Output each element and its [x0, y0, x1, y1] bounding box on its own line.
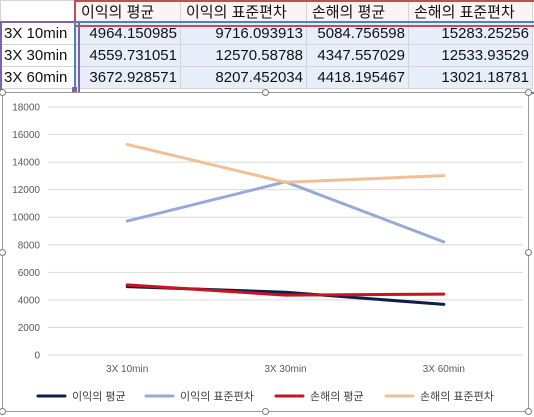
legend[interactable]: 이익의 평균 이익의 표준편차 손해의 평균 손해의 표준편차	[36, 389, 494, 403]
legend-label: 이익의 평균	[72, 390, 126, 403]
value-cell[interactable]: 8207.452034	[180, 66, 307, 89]
y-axis-ticks: 0 2000 4000 6000 8000 10000 12000 14000 16000 180…	[12, 103, 40, 362]
series-line-4[interactable]	[125, 142, 446, 184]
value-cell[interactable]: 4964.150985	[75, 22, 181, 45]
worksheet-range: 이익의 평균 이익의 표준편차 손해의 평균 손해의 표준편차 3X 10min 4964…	[0, 0, 534, 94]
table-row: 3X 10min 4964.150985 9716.093913 5084.75659…	[0, 22, 533, 45]
value-cell[interactable]: 4347.557029	[306, 44, 409, 67]
y-tick-label: 10000	[12, 213, 40, 224]
x-tick-label: 3X 60min	[423, 364, 465, 375]
column-header-cell[interactable]: 이익의 평균	[75, 0, 181, 23]
line-chart: 0 2000 4000 6000 8000 10000 12000 14000 16000 180…	[12, 103, 523, 403]
series-lines	[125, 142, 446, 306]
row-label-cell[interactable]: 3X 10min	[0, 22, 76, 45]
x-tick-label: 3X 30min	[264, 364, 306, 375]
gridlines	[48, 106, 523, 356]
column-header-cell[interactable]: 손해의 표준편차	[408, 0, 533, 23]
value-cell[interactable]: 15283.25256	[408, 22, 533, 45]
column-header-cell[interactable]: 이익의 표준편차	[180, 0, 307, 23]
legend-label: 손해의 표준편차	[420, 389, 494, 403]
fill-handle[interactable]	[72, 87, 77, 92]
series-line-2[interactable]	[125, 180, 446, 244]
header-row: 이익의 평균 이익의 표준편차 손해의 평균 손해의 표준편차	[0, 0, 533, 23]
resize-handle-middle-right[interactable]	[525, 249, 532, 256]
value-cell[interactable]: 9716.093913	[180, 22, 307, 45]
data-table: 이익의 평균 이익의 표준편차 손해의 평균 손해의 표준편차 3X 10min 4964…	[0, 0, 533, 89]
y-tick-label: 12000	[12, 185, 40, 196]
value-cell[interactable]: 12533.93529	[408, 44, 533, 67]
legend-label: 손해의 평균	[310, 389, 364, 403]
y-tick-label: 0	[34, 351, 40, 362]
y-tick-label: 16000	[12, 130, 40, 141]
column-header-cell[interactable]: 손해의 평균	[306, 0, 409, 23]
table-row: 3X 60min 3672.928571 8207.452034 4418.19546…	[0, 66, 533, 89]
y-tick-label: 2000	[18, 323, 41, 334]
table-row: 3X 30min 4559.731051 12570.58788 4347.55702…	[0, 44, 533, 67]
y-tick-label: 8000	[18, 240, 41, 251]
corner-cell[interactable]	[0, 0, 76, 23]
resize-handle-bottom-left[interactable]	[0, 408, 6, 415]
resize-handle-top-center[interactable]	[262, 89, 269, 96]
row-label-cell[interactable]: 3X 30min	[0, 44, 76, 67]
value-cell[interactable]: 12570.58788	[180, 44, 307, 67]
y-tick-label: 14000	[12, 158, 40, 169]
x-axis-ticks: 3X 10min 3X 30min 3X 60min	[106, 364, 465, 375]
resize-handle-bottom-center[interactable]	[262, 408, 269, 415]
resize-handle-middle-left[interactable]	[0, 249, 6, 256]
value-cell[interactable]: 3672.928571	[75, 66, 181, 89]
chart-area[interactable]: 0 2000 4000 6000 8000 10000 12000 14000 16000 180…	[2, 92, 529, 412]
legend-label: 이익의 표준편차	[180, 390, 254, 403]
y-tick-label: 4000	[18, 295, 41, 306]
value-cell[interactable]: 5084.756598	[306, 22, 409, 45]
resize-handle-top-left[interactable]	[0, 89, 6, 96]
value-cell[interactable]: 4418.195467	[306, 66, 409, 89]
y-tick-label: 18000	[12, 103, 40, 114]
row-label-cell[interactable]: 3X 60min	[0, 66, 76, 89]
x-tick-label: 3X 10min	[106, 364, 148, 375]
resize-handle-bottom-right[interactable]	[525, 408, 532, 415]
value-cell[interactable]: 13021.18781	[408, 66, 533, 89]
value-cell[interactable]: 4559.731051	[75, 44, 181, 67]
y-tick-label: 6000	[18, 268, 41, 279]
resize-handle-top-right[interactable]	[525, 89, 532, 96]
